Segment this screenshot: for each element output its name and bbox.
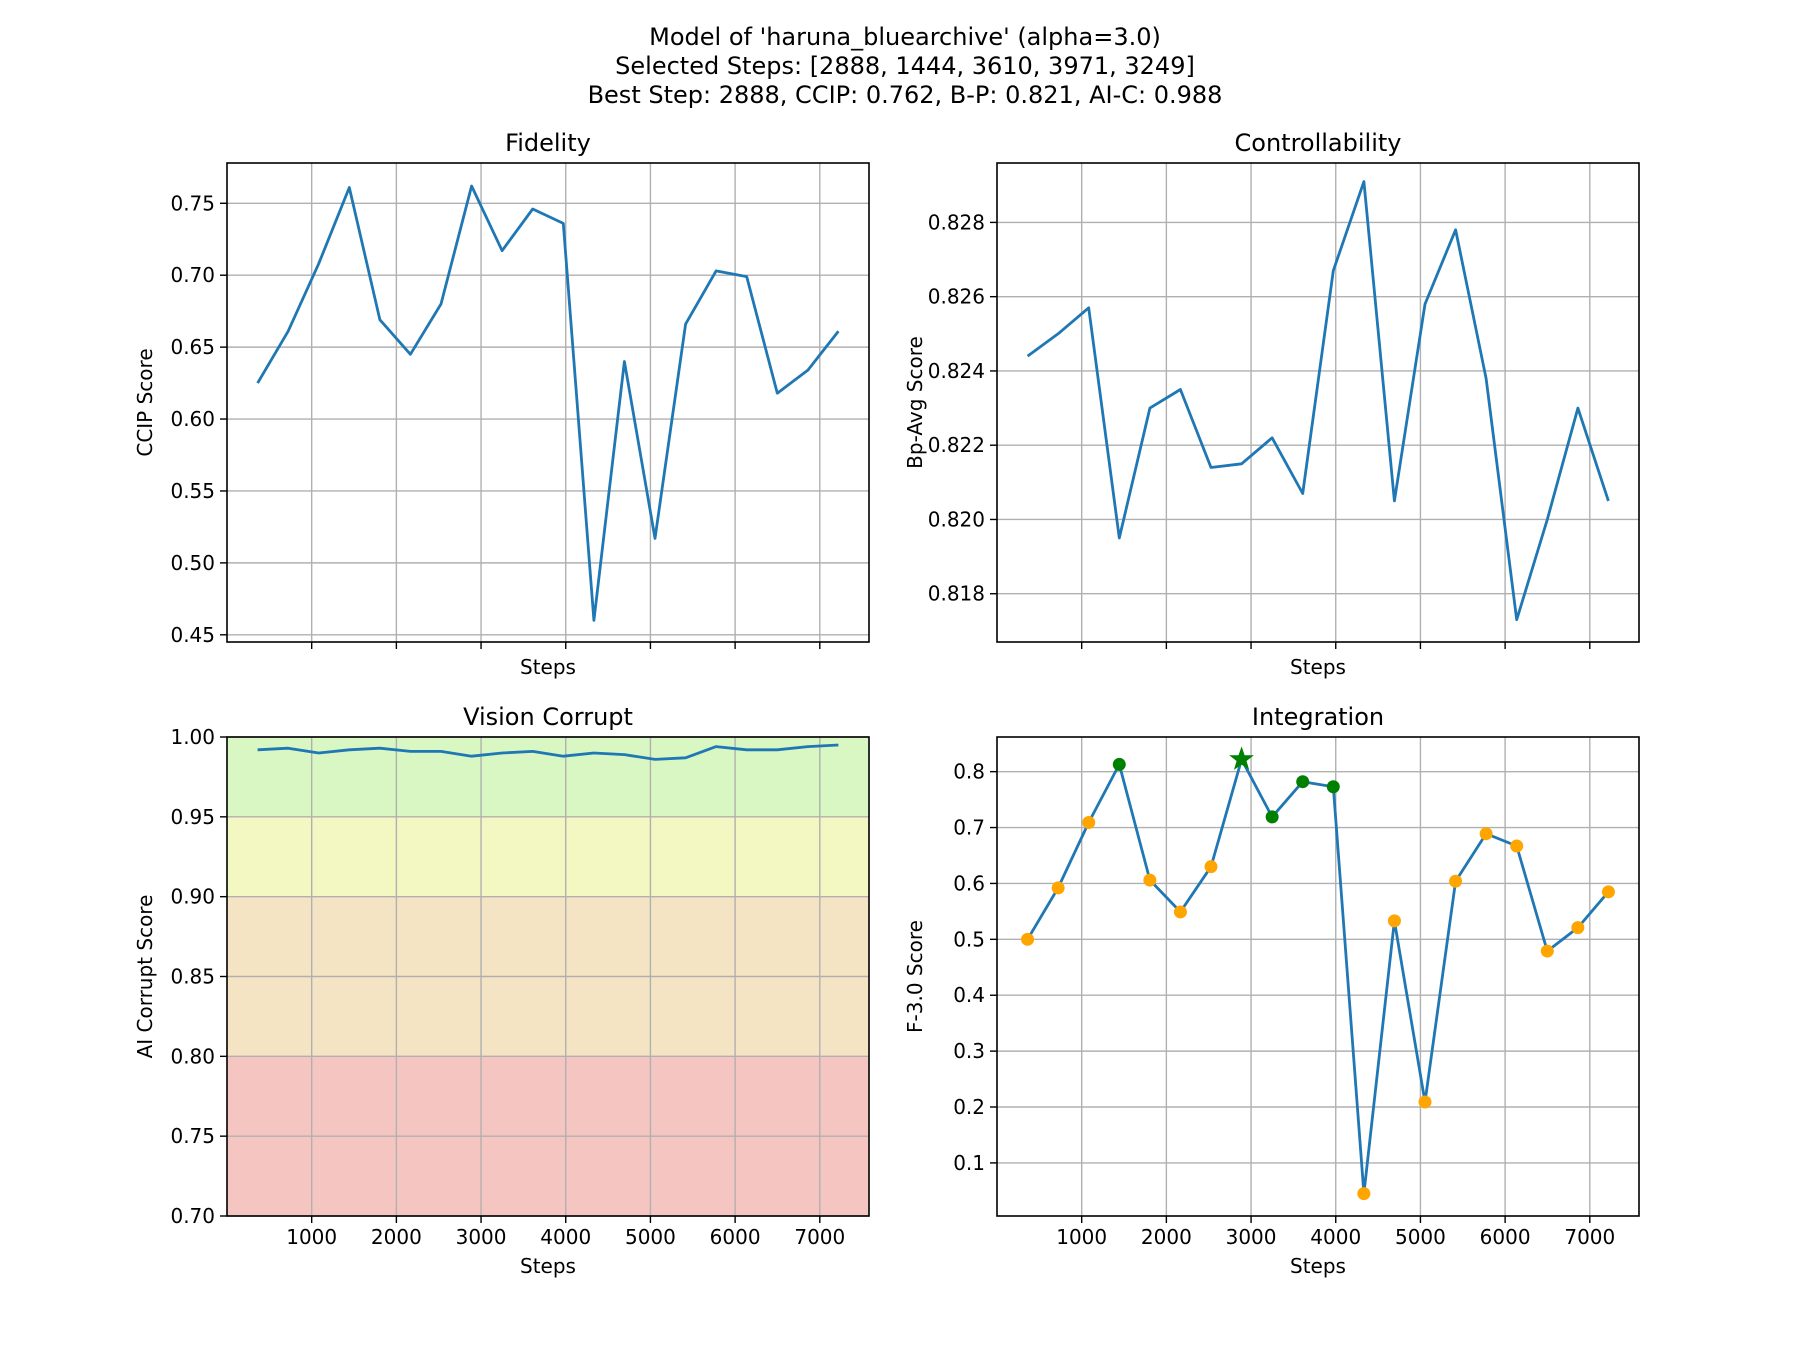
integration-point-18 [1571, 921, 1585, 935]
figure-title-line-3: Best Step: 2888, CCIP: 0.762, B-P: 0.821… [588, 81, 1223, 109]
fidelity-title: Fidelity [505, 129, 591, 157]
vision-corrupt-xtick-label-3: 4000 [540, 1225, 591, 1249]
integration-panel: 1000 2000 3000 4000 5000 6000 7000 0.1 0.2 0.3 0.4… [903, 703, 1640, 1278]
controllability-ytick-label-1: 0.820 [928, 507, 985, 531]
integration-xtick-label-4: 5000 [1395, 1225, 1446, 1249]
controllability-panel: 0.818 0.820 0.822 0.824 0.826 0.828 Controllab… [903, 129, 1640, 679]
vision-corrupt-xtick-label-1: 2000 [371, 1225, 422, 1249]
integration-ytick-label-5: 0.6 [953, 871, 985, 895]
integration-point-4 [1143, 873, 1157, 887]
integration-selected-point-8 [1265, 810, 1279, 824]
integration-point-11 [1357, 1187, 1371, 1201]
fidelity-ytick-label-6: 0.75 [170, 191, 215, 215]
vision-corrupt-xlabel: Steps [520, 1254, 576, 1278]
integration-xtick-label-3: 4000 [1310, 1225, 1361, 1249]
fidelity-xlabel: Steps [520, 655, 576, 679]
integration-xtick-label-5: 6000 [1480, 1225, 1531, 1249]
controllability-ytick-label-5: 0.828 [928, 210, 985, 234]
vision-corrupt-ytick-label-1: 0.75 [170, 1124, 215, 1148]
controllability-axes-frame [996, 162, 1640, 643]
controllability-ytick-label-4: 0.826 [928, 285, 985, 309]
integration-axes-frame [996, 736, 1640, 1217]
fidelity-panel: 0.45 0.50 0.55 0.60 0.65 0.70 0.75 Fidelity Step… [133, 129, 870, 679]
integration-point-1 [1051, 881, 1065, 895]
vision-corrupt-xtick-label-2: 3000 [456, 1225, 507, 1249]
vision-corrupt-band-2 [227, 816, 869, 897]
controllability-ytick-label-2: 0.822 [928, 433, 985, 457]
vision-corrupt-ytick-label-3: 0.85 [170, 965, 215, 989]
controllability-ytick-label-3: 0.824 [928, 359, 985, 383]
integration-ytick-label-1: 0.2 [953, 1095, 985, 1119]
fidelity-ytick-label-2: 0.55 [170, 479, 215, 503]
integration-ytick-label-7: 0.8 [953, 760, 985, 784]
integration-ylabel: F-3.0 Score [903, 920, 927, 1033]
controllability-ylabel: Bp-Avg Score [903, 336, 927, 469]
integration-point-2 [1082, 816, 1096, 830]
chart-panels: 0.45 0.50 0.55 0.60 0.65 0.70 0.75 Fidelity Step… [133, 129, 1640, 1278]
integration-ytick-label-3: 0.4 [953, 983, 985, 1007]
vision-corrupt-ylabel: AI Corrupt Score [133, 895, 157, 1059]
controllability-series-line [1026, 180, 1610, 622]
fidelity-ytick-label-3: 0.60 [170, 407, 215, 431]
fidelity-ytick-label-1: 0.50 [170, 551, 215, 575]
controllability-xlabel: Steps [1290, 655, 1346, 679]
integration-point-0 [1021, 932, 1035, 946]
vision-corrupt-xtick-label-6: 7000 [794, 1225, 845, 1249]
vision-corrupt-panel: 1000 2000 3000 4000 5000 6000 7000 0.70 0.75 0.80… [133, 703, 870, 1278]
vision-corrupt-xtick-label-0: 1000 [286, 1225, 337, 1249]
fidelity-axes-frame [226, 162, 870, 643]
integration-xtick-label-6: 7000 [1564, 1225, 1615, 1249]
vision-corrupt-xtick-label-4: 5000 [625, 1225, 676, 1249]
fidelity-ytick-label-4: 0.65 [170, 335, 215, 359]
integration-point-13 [1418, 1095, 1432, 1109]
integration-ytick-label-4: 0.5 [953, 927, 985, 951]
fidelity-series-line [256, 184, 840, 622]
controllability-title: Controllability [1235, 129, 1402, 157]
vision-corrupt-ytick-label-6: 1.00 [170, 725, 215, 749]
fidelity-ytick-label-5: 0.70 [170, 263, 215, 287]
integration-point-17 [1540, 944, 1554, 958]
integration-ytick-label-6: 0.7 [953, 816, 985, 840]
vision-corrupt-ytick-label-2: 0.80 [170, 1044, 215, 1068]
integration-selected-point-3 [1112, 757, 1126, 771]
integration-title: Integration [1252, 703, 1384, 731]
integration-xlabel: Steps [1290, 1254, 1346, 1278]
vision-corrupt-ytick-label-5: 0.95 [170, 805, 215, 829]
fidelity-ylabel: CCIP Score [133, 348, 157, 456]
fidelity-ytick-label-0: 0.45 [170, 623, 215, 647]
integration-xtick-label-1: 2000 [1141, 1225, 1192, 1249]
integration-best-point [1229, 746, 1254, 770]
integration-point-12 [1387, 914, 1401, 928]
integration-point-16 [1510, 839, 1524, 853]
integration-point-14 [1449, 874, 1463, 888]
integration-point-5 [1173, 905, 1187, 919]
integration-selected-point-9 [1296, 775, 1310, 789]
integration-point-6 [1204, 860, 1218, 874]
integration-point-15 [1479, 827, 1493, 841]
integration-point-19 [1601, 885, 1615, 899]
figure-title-line-1: Model of 'haruna_bluearchive' (alpha=3.0… [649, 23, 1161, 51]
integration-selected-point-10 [1326, 780, 1340, 794]
integration-ytick-label-0: 0.1 [953, 1151, 985, 1175]
integration-xtick-label-0: 1000 [1056, 1225, 1107, 1249]
vision-corrupt-xtick-label-5: 6000 [710, 1225, 761, 1249]
integration-ytick-label-2: 0.3 [953, 1039, 985, 1063]
figure-title-line-2: Selected Steps: [2888, 1444, 3610, 3971,… [615, 52, 1195, 80]
vision-corrupt-title: Vision Corrupt [463, 703, 633, 731]
vision-corrupt-series-line [257, 743, 839, 761]
controllability-ytick-label-0: 0.818 [928, 582, 985, 606]
vision-corrupt-ytick-label-0: 0.70 [170, 1204, 215, 1228]
vision-corrupt-ytick-label-4: 0.90 [170, 885, 215, 909]
integration-xtick-label-2: 3000 [1226, 1225, 1277, 1249]
